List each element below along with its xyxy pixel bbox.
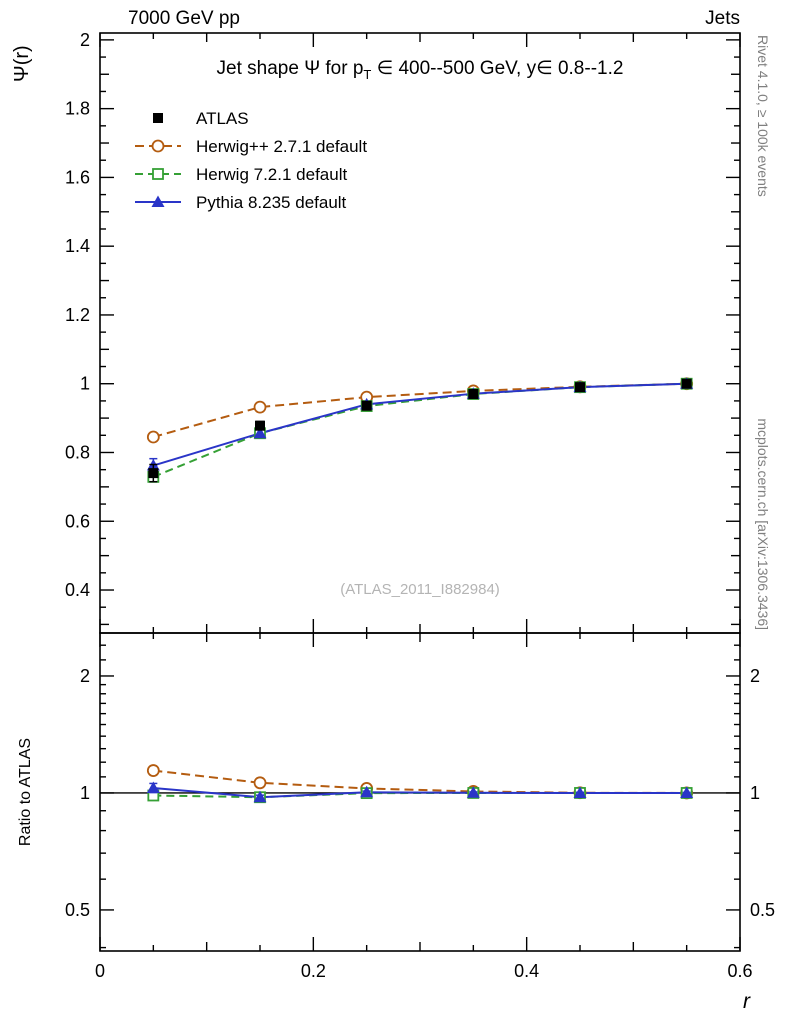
legend-label-atlas: ATLAS (196, 109, 249, 128)
tick-label-y-ratio-left: 2 (80, 666, 90, 686)
mcplots-arxiv-note: mcplots.cern.ch [arXiv:1306.3436] (755, 418, 771, 630)
data-point-atlas (361, 400, 372, 411)
ratio-point-pythia (360, 785, 374, 798)
tick-label-x: 0.6 (727, 961, 752, 981)
data-point-herwigpp (146, 430, 160, 444)
tick-label-y-ratio-right: 2 (750, 666, 760, 686)
main-series (146, 377, 694, 483)
tick-label-x: 0.4 (514, 961, 539, 981)
analysis-id-watermark: (ATLAS_2011_I882984) (340, 581, 500, 598)
ratio-point-pythia (466, 786, 480, 798)
ratio-point-pythia (573, 786, 587, 798)
ratio-point-herwigpp (146, 764, 160, 777)
tick-label-y-ratio-left: 0.5 (65, 900, 90, 920)
rivet-version-note: Rivet 4.1.0, ≥ 100k events (755, 35, 771, 197)
data-point-pythia (253, 426, 267, 439)
ratio-panel-frame (99, 632, 741, 952)
chart-dynamic-content: 0.4 0.6 0.8 1 1.2 1.4 1.6 1.8 2 0.5 0.5 1 1 2 2 0 0.2 0.4… (65, 30, 775, 981)
ratio-point-pythia (146, 781, 160, 793)
header-process: Jets (705, 8, 740, 29)
header-beam-info: 7000 GeV pp (128, 8, 240, 29)
tick-label-y-main: 1.4 (65, 236, 90, 256)
ratio-series (146, 764, 694, 804)
tick-label-y-main: 1.2 (65, 305, 90, 325)
legend-marker-herwig7 (152, 168, 164, 180)
data-point-herwigpp (253, 400, 267, 414)
tick-label-x: 0.2 (301, 961, 326, 981)
data-point-atlas (681, 378, 692, 389)
tick-label-y-main: 0.6 (65, 511, 90, 531)
legend-label-herwig7: Herwig 7.2.1 default (196, 165, 347, 184)
data-point-atlas (148, 468, 159, 479)
tick-label-y-main: 0.4 (65, 580, 90, 600)
y-axis-label-ratio: Ratio to ATLAS (17, 738, 34, 846)
x-axis-label: r (743, 990, 751, 1013)
legend-label-pythia: Pythia 8.235 default (196, 193, 347, 212)
data-point-atlas (255, 420, 265, 431)
ratio-point-pythia (680, 786, 694, 798)
legend-label-herwigpp: Herwig++ 2.7.1 default (196, 137, 367, 156)
legend-marker-herwigpp (151, 139, 165, 153)
tick-label-x: 0 (95, 961, 105, 981)
series-line-pythia (153, 382, 687, 467)
tick-labels: 0.4 0.6 0.8 1 1.2 1.4 1.6 1.8 2 0.5 0.5 1 1 2 2 0 0.2 0.4… (65, 30, 775, 981)
tick-label-y-ratio-right: 0.5 (750, 900, 775, 920)
ratio-point-herwigpp (253, 776, 267, 790)
tick-label-y-main: 1.6 (65, 167, 90, 187)
tick-label-y-ratio-left: 1 (80, 783, 90, 803)
data-point-atlas (468, 389, 479, 400)
tick-label-y-main: 1.8 (65, 99, 90, 119)
series-line-herwig7 (152, 382, 687, 478)
data-point-atlas (575, 382, 585, 393)
tick-label-y-main: 1 (80, 374, 90, 394)
ratio-line-pythia (153, 786, 687, 799)
ratio-point-pythia (253, 790, 267, 803)
tick-label-y-ratio-right: 1 (750, 783, 760, 803)
legend: ATLAS Herwig++ 2.7.1 default Herwig 7.2.1 … (135, 109, 367, 212)
plot-title: Jet shape Ψ for pT ∈ 400--500 GeV, y∈ 0.… (217, 58, 624, 82)
series-line-herwigpp (153, 382, 687, 438)
tick-label-y-main: 2 (80, 30, 90, 50)
y-axis-label-main: Ψ(r) (11, 45, 33, 82)
legend-marker-atlas (153, 113, 163, 123)
ratio-line-herwigpp (153, 769, 687, 794)
tick-label-y-main: 0.8 (65, 442, 90, 462)
legend-marker-pythia (151, 195, 165, 207)
